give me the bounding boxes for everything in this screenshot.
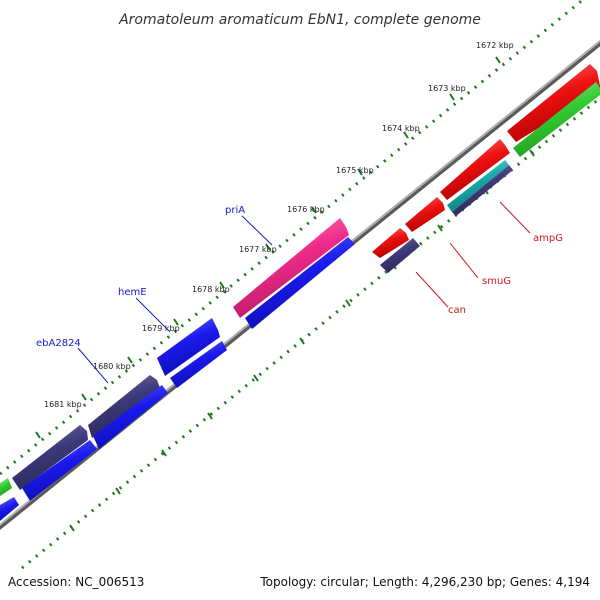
leader-ebA2824 xyxy=(77,347,109,384)
gene-arrow-purple xyxy=(452,165,513,216)
tick-label: 1674 kbp xyxy=(382,124,420,133)
gene-arrow-blue xyxy=(93,385,168,449)
tick-ring-outer xyxy=(0,0,586,476)
tick-track-inner xyxy=(21,96,600,570)
major-tick xyxy=(495,56,501,64)
gene-arrow-red xyxy=(440,139,510,200)
major-tick xyxy=(437,224,443,232)
tick-label: 1678 kbp xyxy=(192,285,230,294)
tick-label: 1673 kbp xyxy=(428,84,466,93)
gene-arrow-green xyxy=(513,82,600,157)
gene-labels: priA hemE ebA2824 ampG smuG can xyxy=(36,205,563,349)
accession-text: Accession: NC_006513 xyxy=(8,575,144,589)
tick-label: 1676 kbp xyxy=(287,205,325,214)
major-tick xyxy=(207,412,213,420)
gene-arrow-purple xyxy=(380,238,420,273)
major-tick xyxy=(311,206,317,214)
gene-arrow-blue xyxy=(157,318,220,376)
gene-arrow-green xyxy=(0,478,12,496)
major-tick xyxy=(345,299,351,307)
gene-arrow-blue xyxy=(245,237,355,329)
gene-label-ebA2824[interactable]: ebA2824 xyxy=(36,338,81,349)
tick-label: 1672 kbp xyxy=(476,41,514,50)
major-tick xyxy=(253,374,259,382)
gene-label-hemE[interactable]: hemE xyxy=(118,287,147,298)
gene-arrow-purple xyxy=(12,425,88,490)
gene-arrow-red xyxy=(405,197,445,232)
tick-label: 1680 kbp xyxy=(93,362,131,371)
major-tick xyxy=(173,318,179,326)
tick-label: 1681 kbp xyxy=(44,400,82,409)
tick-ring-inner xyxy=(21,96,600,570)
tick-labels: 1672 kbp 1673 kbp 1674 kbp 1675 kbp 1676… xyxy=(44,41,514,409)
gene-leaders xyxy=(77,201,531,384)
gene-arrow-blue xyxy=(22,440,97,501)
major-tick xyxy=(357,168,363,176)
leader-hemE xyxy=(135,297,171,333)
major-tick xyxy=(81,393,87,401)
forward-strand xyxy=(0,64,600,496)
gene-arrow-blue xyxy=(170,341,227,388)
tick-label: 1679 kbp xyxy=(142,324,180,333)
gene-arrow-blue xyxy=(0,497,19,521)
gene-label-ampG[interactable]: ampG xyxy=(533,233,563,244)
major-tick xyxy=(127,356,133,364)
tick-label: 1675 kbp xyxy=(336,166,374,175)
gene-arrow-red xyxy=(507,64,600,142)
gene-label-can[interactable]: can xyxy=(448,305,466,316)
major-tick xyxy=(299,337,305,345)
leader-smuG xyxy=(449,242,479,279)
gene-arrow-cyan xyxy=(447,160,509,212)
major-tick xyxy=(69,524,75,532)
major-tick xyxy=(403,131,409,139)
leader-can xyxy=(415,271,449,308)
genome-summary-text: Topology: circular; Length: 4,296,230 bp… xyxy=(259,575,590,589)
gene-arrow-pink xyxy=(233,218,349,318)
leader-ampG xyxy=(499,201,531,234)
tick-track-outer xyxy=(0,0,586,476)
reverse-strand xyxy=(0,82,600,521)
tick-label: 1677 kbp xyxy=(239,245,277,254)
leader-priA xyxy=(241,215,273,246)
gene-arrow-red xyxy=(372,228,409,258)
gene-arrow-purple xyxy=(88,375,160,438)
major-tick xyxy=(219,281,225,289)
major-tick xyxy=(529,149,535,157)
major-tick xyxy=(449,93,455,101)
major-tick xyxy=(115,487,121,495)
major-tick xyxy=(161,449,167,457)
major-tick xyxy=(265,243,271,251)
map-title: Aromatoleum aromaticum EbN1, complete ge… xyxy=(118,12,481,28)
gene-label-smuG[interactable]: smuG xyxy=(482,276,511,287)
major-tick xyxy=(35,431,41,439)
gene-label-priA[interactable]: priA xyxy=(225,205,245,216)
